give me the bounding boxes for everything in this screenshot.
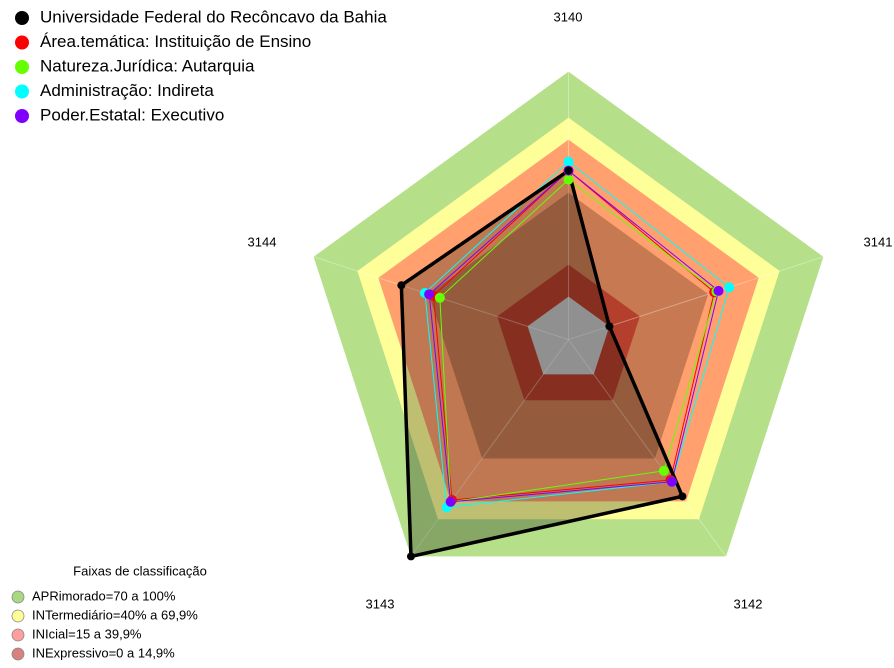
- legend-label: Poder.Estatal: Executivo: [40, 105, 224, 124]
- legend-label: Natureza.Jurídica: Autarquia: [40, 56, 255, 75]
- band-marker: [11, 647, 25, 661]
- band-marker: [11, 628, 25, 642]
- series-line: [399, 167, 685, 559]
- point: [564, 166, 573, 175]
- point: [563, 156, 574, 167]
- point: [424, 289, 435, 300]
- legend-label: Administração: Indireta: [40, 81, 214, 100]
- band-label: INIcial=15 a 39,9%: [32, 626, 142, 641]
- legend-marker: [15, 60, 29, 74]
- series-line: [439, 178, 717, 503]
- legend-label: Área.temática: Instituição de Ensino: [40, 32, 311, 51]
- band-label: INExpressivo=0 a 14,9%: [32, 645, 175, 660]
- point: [397, 281, 406, 290]
- point: [724, 282, 735, 293]
- axis-label: 3140: [554, 9, 583, 24]
- point: [678, 492, 687, 501]
- point: [445, 496, 456, 507]
- point: [605, 322, 614, 331]
- series-area: [401, 170, 683, 557]
- band-label: INTermediário=40% a 69,9%: [32, 607, 198, 622]
- band-marker: [11, 590, 25, 604]
- series-line: [424, 160, 730, 508]
- band-marker: [11, 609, 25, 623]
- point: [406, 552, 415, 561]
- point: [666, 476, 677, 487]
- band-legend-title: Faixas de classificação: [73, 563, 207, 578]
- point: [658, 465, 669, 476]
- legend-marker: [15, 11, 29, 25]
- axis-label: 3143: [366, 596, 395, 611]
- legend-label: Universidade Federal do Recôncavo da Bah…: [40, 7, 387, 26]
- band-label: APRimorado=70 a 100%: [32, 588, 176, 603]
- legend-marker: [15, 84, 29, 99]
- background-bands: [313, 71, 824, 557]
- point: [713, 285, 724, 296]
- ring: [527, 296, 610, 375]
- axis-label: 3141: [864, 234, 893, 249]
- series-line: [428, 169, 720, 503]
- axis-label: 3142: [734, 596, 763, 611]
- point: [563, 174, 574, 185]
- legend-marker: [15, 109, 29, 123]
- point: [434, 292, 445, 303]
- spoke: [568, 339, 727, 557]
- legend-marker: [15, 35, 29, 50]
- spoke: [410, 339, 569, 557]
- axis-label: 3144: [248, 234, 277, 249]
